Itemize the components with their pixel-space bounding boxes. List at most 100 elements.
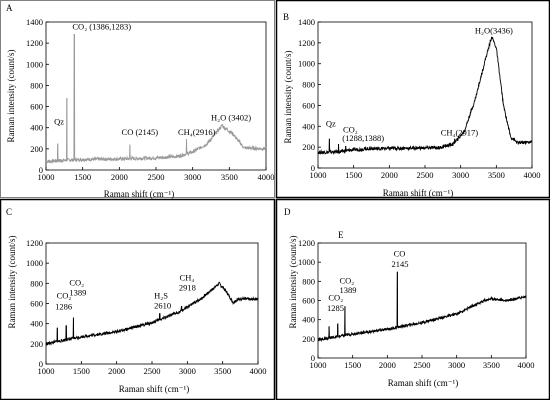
peak-annotation-c: CO₂ xyxy=(57,290,72,300)
peak-annotation-a: CO₂ (1386,1283) xyxy=(72,21,131,31)
plot-frame-c xyxy=(45,242,259,365)
x-tick-label-a: 2500 xyxy=(148,172,165,182)
chart-c-plot: 1000 1500 2000 2500 3000 3500 4000 0 200 400 600 80… xyxy=(26,238,267,376)
x-tick-label-c: 4000 xyxy=(250,366,267,376)
peak-annotation-b: H₂O(3436) xyxy=(475,25,513,35)
y-tick-label-c: 800 xyxy=(30,278,43,288)
x-tick-label-c: 2000 xyxy=(108,366,125,376)
y-tick-label-b: 600 xyxy=(302,100,315,110)
y-tick-label-c: 1200 xyxy=(26,238,43,248)
x-tick-label-d: 2000 xyxy=(379,360,396,370)
peak-annotation-a: H₂O (3402) xyxy=(211,112,251,122)
peak-annotation-a: CO (2145) xyxy=(122,127,159,137)
panel-a: A 1000 1500 2000 2500 3000 3500 4000 0 200 400 600… xyxy=(6,3,275,199)
y-tick-label-a: 400 xyxy=(30,123,43,133)
x-axis-label-c: Raman shift (cm⁻¹) xyxy=(119,384,189,394)
x-tick-label-b: 2000 xyxy=(381,170,398,180)
panel-d: D E 1000 1500 2000 2500 3000 3500 4000 0 200 400 6… xyxy=(284,207,535,388)
x-tick-label-c: 3500 xyxy=(214,366,231,376)
x-axis-label-b: Raman shift (cm⁻¹) xyxy=(383,188,453,198)
x-tick-label-d: 1000 xyxy=(310,360,327,370)
y-tick-label-d: 0 xyxy=(311,353,315,363)
y-axis-label-d: Raman intensity (count/s) xyxy=(288,236,298,329)
x-tick-label-b: 2500 xyxy=(417,170,434,180)
x-tick-label-c: 3000 xyxy=(179,366,196,376)
peak-annotation-d: 1389 xyxy=(339,285,356,295)
panel-sublabel-e: E xyxy=(338,230,344,240)
y-tick-label-c: 600 xyxy=(30,299,43,309)
spectrum-line-b xyxy=(317,36,533,155)
panel-letter-c: C xyxy=(6,207,12,217)
x-tick-label-b: 3500 xyxy=(488,170,505,180)
peak-annotation-c: 2610 xyxy=(154,301,171,311)
peak-annotation-a: CH₄(2916) xyxy=(178,127,216,137)
panel-b: B 1000 1500 2000 2500 3000 3500 4000 0 200 400 600… xyxy=(283,12,541,198)
y-tick-label-a: 800 xyxy=(30,80,43,90)
chart-a-plot: 1000 1500 2000 2500 3000 3500 4000 0 200 400 600 80… xyxy=(26,17,275,182)
y-tick-label-d: 800 xyxy=(302,276,315,286)
x-tick-label-a: 1500 xyxy=(74,172,91,182)
x-tick-label-d: 1500 xyxy=(344,360,361,370)
x-tick-label-c: 1000 xyxy=(38,366,55,376)
y-axis-label-b: Raman intensity (count/s) xyxy=(283,51,293,144)
y-tick-label-a: 600 xyxy=(30,102,43,112)
x-tick-label-a: 3000 xyxy=(184,172,201,182)
peak-annotation-b: CH₄(2917) xyxy=(441,128,479,138)
spectrum-line-d xyxy=(317,271,527,343)
panel-letter-b: B xyxy=(283,12,289,22)
x-tick-label-b: 4000 xyxy=(524,170,541,180)
x-tick-label-a: 2000 xyxy=(111,172,128,182)
peak-annotation-c: H₂S xyxy=(154,290,168,300)
plot-frame-b xyxy=(317,21,533,169)
peak-annotation-c: 1389 xyxy=(69,287,86,297)
panel-letter-a: A xyxy=(6,3,13,13)
peak-annotation-c: CO₂ xyxy=(69,277,84,287)
x-axis-label-d: Raman shift (cm⁻¹) xyxy=(388,378,458,388)
chart-b-plot: 1000 1500 2000 2500 3000 3500 4000 0 200 400 600 80… xyxy=(298,17,541,180)
x-tick-label-a: 1000 xyxy=(38,172,55,182)
y-tick-label-d: 600 xyxy=(302,296,315,306)
plot-frame-a xyxy=(45,21,267,171)
peak-annotation-a: Qz xyxy=(54,117,64,127)
y-tick-label-a: 200 xyxy=(30,144,43,154)
peak-annotation-d: CO₂ xyxy=(328,293,343,303)
y-axis-label-c: Raman intensity (count/s) xyxy=(7,236,17,329)
peak-annotation-c: 2918 xyxy=(179,282,196,292)
peak-annotation-b: Qz xyxy=(326,118,336,128)
peak-annotation-d: 1285 xyxy=(327,303,344,313)
panel-a-border xyxy=(0,0,275,198)
y-tick-label-b: 200 xyxy=(302,142,315,152)
x-tick-label-b: 3000 xyxy=(452,170,469,180)
x-tick-label-a: 3500 xyxy=(221,172,238,182)
x-tick-label-a: 4000 xyxy=(258,172,275,182)
y-tick-label-d: 1000 xyxy=(298,257,315,267)
spectrum-line-a xyxy=(45,33,267,165)
y-tick-label-b: 400 xyxy=(302,121,315,131)
y-tick-label-a: 1200 xyxy=(26,38,43,48)
y-tick-label-d: 1200 xyxy=(298,238,315,248)
x-tick-label-c: 1500 xyxy=(73,366,90,376)
y-tick-label-d: 200 xyxy=(302,334,315,344)
y-axis-label-a: Raman intensity (count/s) xyxy=(6,50,16,143)
peak-annotation-d: 2145 xyxy=(391,259,408,269)
x-tick-label-d: 2500 xyxy=(414,360,431,370)
panel-letter-d: D xyxy=(284,207,291,217)
x-tick-label-d: 4000 xyxy=(518,360,535,370)
panel-c: C 1000 1500 2000 2500 3000 3500 4000 0 200 400 600… xyxy=(6,207,267,394)
y-tick-label-b: 800 xyxy=(302,80,315,90)
y-tick-label-c: 1000 xyxy=(26,258,43,268)
y-tick-label-d: 400 xyxy=(302,315,315,325)
y-tick-label-c: 0 xyxy=(39,359,43,369)
spectrum-line-c xyxy=(45,281,259,346)
chart-d-plot: 1000 1500 2000 2500 3000 3500 4000 0 200 400 600 80… xyxy=(298,238,535,370)
y-tick-label-a: 1400 xyxy=(26,17,43,27)
peak-annotation-d: CO xyxy=(394,248,406,258)
x-tick-label-c: 2500 xyxy=(144,366,161,376)
x-tick-label-b: 1500 xyxy=(345,170,362,180)
peak-annotation-c: CH₄ xyxy=(180,272,195,282)
y-tick-label-a: 0 xyxy=(39,165,43,175)
peak-annotation-c: 1286 xyxy=(55,302,72,312)
y-tick-label-a: 1000 xyxy=(26,59,43,69)
